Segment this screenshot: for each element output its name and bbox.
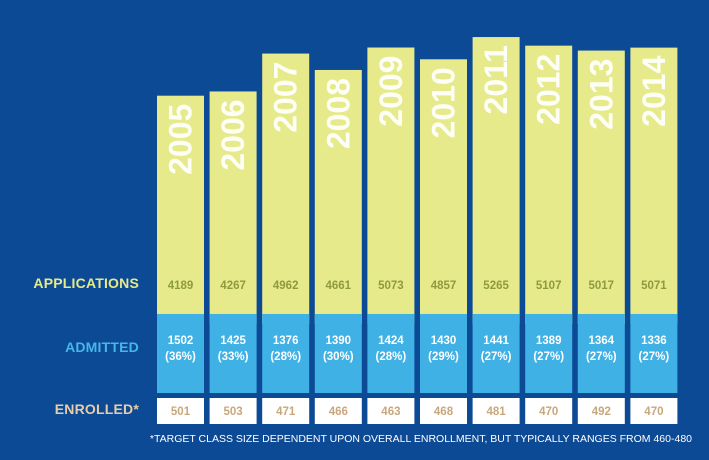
enrolled-value-label: 468 — [434, 406, 454, 418]
year-label: 2012 — [531, 54, 567, 125]
enrolled-value-label: 470 — [644, 406, 663, 418]
applications-bar — [630, 47, 678, 325]
year-label: 2005 — [163, 104, 199, 175]
applications-value-label: 4189 — [168, 280, 194, 292]
admitted-bar — [314, 314, 362, 393]
applications-bar — [577, 50, 625, 325]
applications-bar — [157, 95, 204, 325]
enrolled-value-label: 481 — [487, 406, 507, 418]
admitted-bar — [577, 314, 625, 393]
enrolled-bar — [472, 398, 520, 424]
applications-value-label: 5107 — [536, 280, 562, 292]
admitted-percent-label: (33%) — [218, 351, 249, 363]
enrolled-value-label: 503 — [224, 406, 243, 418]
applications-bar — [262, 53, 310, 325]
applications-bar — [472, 37, 520, 325]
year-label: 2014 — [636, 55, 672, 126]
applications-value-label: 5265 — [483, 280, 509, 292]
enrolled-row-label: ENROLLED* — [54, 401, 139, 417]
admitted-value-label: 1424 — [378, 335, 404, 347]
applications-row-label: APPLICATIONS — [33, 275, 139, 291]
admitted-percent-label: (27%) — [586, 351, 617, 363]
year-label: 2010 — [426, 67, 462, 138]
applications-value-label: 5073 — [378, 280, 404, 292]
admitted-bar — [630, 314, 678, 393]
year-label: 2009 — [373, 56, 409, 127]
enrolled-bar — [420, 398, 467, 424]
admitted-value-label: 1390 — [326, 335, 352, 347]
applications-bar — [314, 69, 362, 325]
enrolled-bar — [262, 398, 310, 424]
enrolled-value-label: 463 — [381, 406, 400, 418]
applications-value-label: 5017 — [589, 280, 615, 292]
admitted-value-label: 1336 — [641, 335, 667, 347]
admitted-percent-label: (29%) — [428, 351, 459, 363]
applications-value-label: 4857 — [431, 280, 457, 292]
admitted-percent-label: (27%) — [533, 351, 564, 363]
applications-bar — [209, 91, 257, 324]
admitted-percent-label: (27%) — [481, 351, 512, 363]
year-label: 2013 — [583, 59, 619, 130]
admitted-percent-label: (30%) — [323, 351, 354, 363]
enrolled-value-label: 471 — [276, 406, 296, 418]
year-label: 2011 — [478, 45, 514, 114]
applications-value-label: 4267 — [220, 280, 246, 292]
admitted-percent-label: (36%) — [165, 351, 196, 363]
admitted-percent-label: (27%) — [639, 351, 670, 363]
enrolled-bar — [314, 398, 362, 424]
admitted-value-label: 1364 — [589, 335, 615, 347]
enrolled-value-label: 466 — [329, 406, 348, 418]
admitted-bar — [420, 314, 467, 393]
year-label: 2007 — [268, 62, 304, 133]
enrolled-bar — [209, 398, 257, 424]
enrolled-bar — [157, 398, 204, 424]
enrolled-bar — [525, 398, 573, 424]
admitted-bar — [525, 314, 573, 393]
year-label: 2008 — [320, 78, 356, 149]
applications-bar — [367, 47, 415, 325]
applications-bar — [525, 45, 573, 325]
applications-bar — [420, 59, 467, 325]
applications-value-label: 5071 — [641, 280, 667, 292]
admitted-bar — [157, 314, 204, 393]
admitted-value-label: 1502 — [168, 335, 194, 347]
enrolled-value-label: 492 — [592, 406, 611, 418]
applications-value-label: 4962 — [273, 280, 299, 292]
footnote: *TARGET CLASS SIZE DEPENDENT UPON OVERAL… — [149, 433, 692, 445]
admitted-bar — [472, 314, 520, 393]
enrolled-value-label: 501 — [171, 406, 191, 418]
admitted-percent-label: (28%) — [270, 351, 301, 363]
admitted-value-label: 1425 — [220, 335, 246, 347]
enrolled-bar — [630, 398, 678, 424]
admitted-value-label: 1376 — [273, 335, 299, 347]
admitted-bar — [262, 314, 310, 393]
enrolled-bar — [577, 398, 625, 424]
enrolled-bar — [367, 398, 415, 424]
admitted-value-label: 1430 — [431, 335, 457, 347]
admitted-value-label: 1441 — [483, 335, 509, 347]
admitted-row-label: ADMITTED — [65, 339, 139, 355]
year-label: 2006 — [215, 99, 251, 170]
applications-value-label: 4661 — [326, 280, 352, 292]
admitted-bar — [367, 314, 415, 393]
enrolled-value-label: 470 — [539, 406, 558, 418]
admitted-percent-label: (28%) — [376, 351, 407, 363]
admitted-bar — [209, 314, 257, 393]
admitted-value-label: 1389 — [536, 335, 562, 347]
